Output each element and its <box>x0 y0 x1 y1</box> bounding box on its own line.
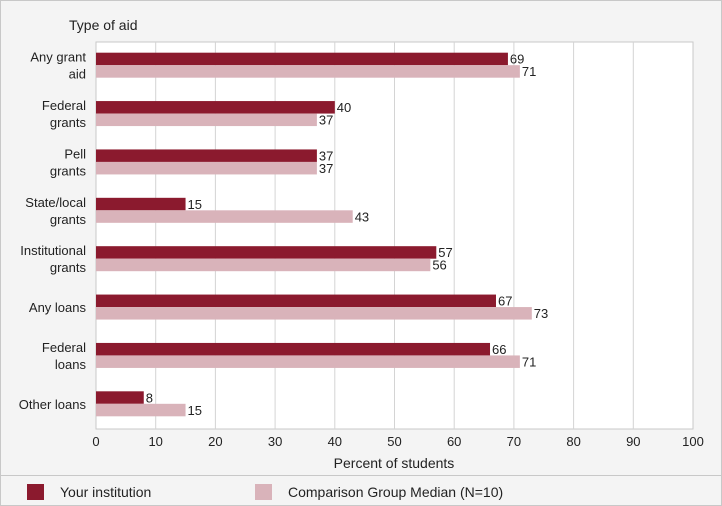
bar-comparison-group <box>96 210 353 223</box>
x-tick-label: 50 <box>387 434 401 449</box>
data-label: 73 <box>534 306 548 321</box>
x-tick-label: 10 <box>148 434 162 449</box>
x-tick-label: 60 <box>447 434 461 449</box>
data-label: 15 <box>188 197 202 212</box>
bar-your-institution <box>96 52 508 66</box>
category-label: Any loans <box>29 300 87 315</box>
data-label: 15 <box>188 403 202 418</box>
category-label: Federal <box>42 340 86 355</box>
category-labels: Any grant aid Federal grants Pell grants State… <box>19 50 87 412</box>
bar-your-institution <box>96 101 335 114</box>
category-label: Pell <box>64 146 86 161</box>
data-label: 37 <box>319 148 333 163</box>
category-label: aid <box>69 67 86 82</box>
bar-your-institution <box>96 149 317 162</box>
data-label: 40 <box>337 100 351 115</box>
data-label: 37 <box>319 161 333 176</box>
data-label: 43 <box>355 209 369 224</box>
x-tick-label: 40 <box>328 434 342 449</box>
category-label: State/local <box>25 195 86 210</box>
bar-comparison-group <box>96 307 532 320</box>
category-label: Federal <box>42 98 86 113</box>
category-label: grants <box>50 212 87 227</box>
data-label: 67 <box>498 294 512 309</box>
legend: Your institution Comparison Group Median… <box>1 475 721 506</box>
legend-swatch-your-institution <box>27 484 44 500</box>
data-label: 57 <box>438 245 452 260</box>
data-label: 69 <box>510 52 524 67</box>
category-label: grants <box>50 163 87 178</box>
x-tick-label: 30 <box>268 434 282 449</box>
bar-comparison-group <box>96 113 317 127</box>
chart-title: Type of aid <box>69 17 138 33</box>
data-label: 66 <box>492 342 506 357</box>
x-tick-label: 80 <box>566 434 580 449</box>
x-tick-label: 70 <box>507 434 521 449</box>
bar-your-institution <box>96 391 144 404</box>
x-axis-label: Percent of students <box>334 455 455 471</box>
x-tick-labels: 0 10 20 30 40 50 60 70 80 90 100 <box>92 434 703 449</box>
legend-label-comparison-group: Comparison Group Median (N=10) <box>288 484 504 500</box>
bar-comparison-group <box>96 258 431 272</box>
legend-label-your-institution: Your institution <box>60 484 152 500</box>
x-tick-label: 20 <box>208 434 222 449</box>
bar-comparison-group <box>96 403 186 417</box>
category-label: loans <box>55 357 87 372</box>
x-tick-label: 90 <box>626 434 640 449</box>
bar-your-institution <box>96 294 496 308</box>
legend-swatch-comparison-group <box>255 484 272 500</box>
bar-comparison-group <box>96 65 520 78</box>
data-label: 71 <box>522 354 536 369</box>
bar-comparison-group <box>96 355 520 368</box>
bar-comparison-group <box>96 161 317 175</box>
data-label: 8 <box>146 390 153 405</box>
legend-item-your-institution: Your institution <box>27 484 151 500</box>
bar-your-institution <box>96 246 437 259</box>
category-label: Institutional <box>20 243 86 258</box>
category-label: grants <box>50 260 87 275</box>
bar-chart: Type of aid 6971403737371543575667736671… <box>19 17 704 471</box>
legend-item-comparison-group: Comparison Group Median (N=10) <box>255 484 503 500</box>
bar-your-institution <box>96 197 186 211</box>
data-label: 37 <box>319 113 333 128</box>
data-label: 56 <box>432 258 446 273</box>
category-label: Any grant <box>30 50 86 65</box>
category-label: grants <box>50 115 87 130</box>
data-label: 71 <box>522 64 536 79</box>
x-tick-label: 0 <box>92 434 99 449</box>
x-tick-label: 100 <box>682 434 704 449</box>
category-label: Other loans <box>19 397 87 412</box>
bar-your-institution <box>96 342 491 356</box>
